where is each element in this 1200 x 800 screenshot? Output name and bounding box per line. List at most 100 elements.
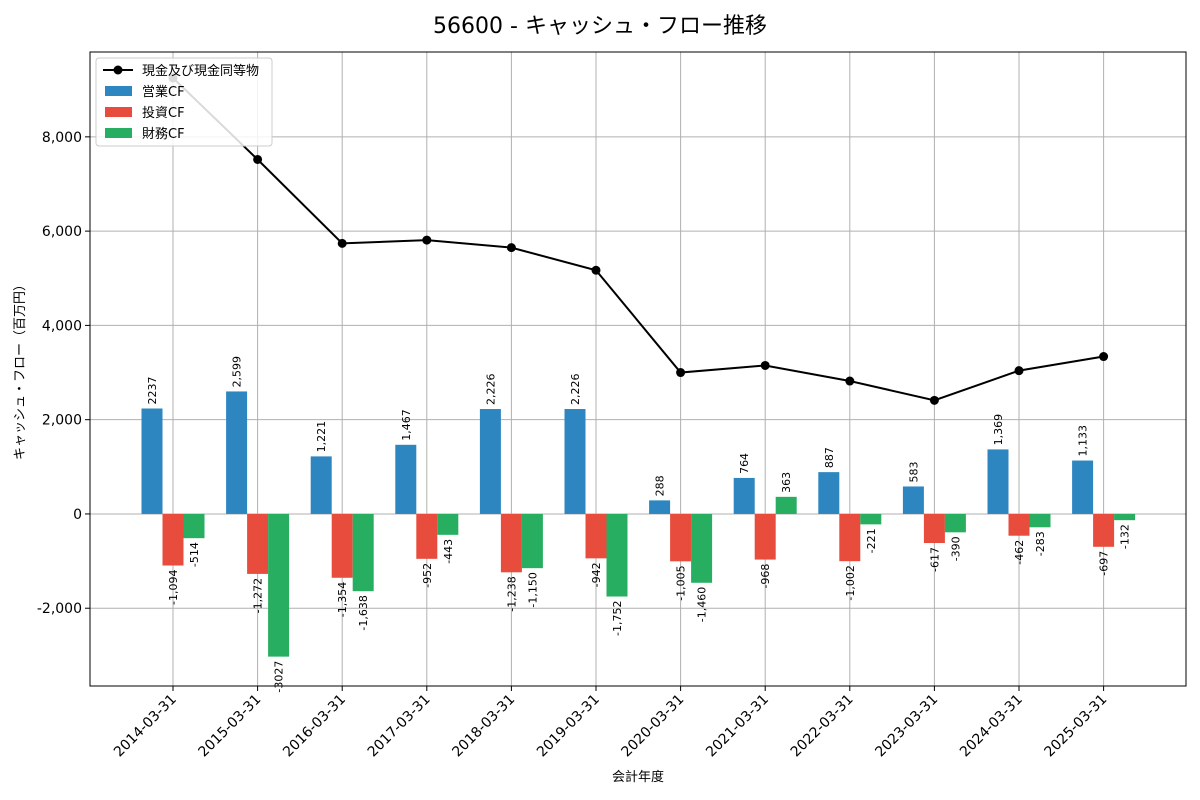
bar-value-label: 764	[738, 453, 751, 474]
bar	[141, 408, 163, 514]
bar-value-label: -1,005	[675, 565, 688, 600]
bar-value-label: 1,133	[1077, 425, 1090, 457]
data-labels-layer: 2237 2,599 1,221 1,467 2,226 2,226 288 764 887 58…	[146, 356, 1132, 693]
legend-box	[95, 57, 273, 147]
y-axis-label: キャッシュ・フロー（百万円）	[13, 278, 28, 460]
x-tick-label: 2019-03-31	[534, 692, 603, 761]
bar-value-label: -1,272	[252, 578, 265, 613]
bar-value-label: -221	[865, 528, 878, 553]
bar	[479, 409, 501, 514]
bar	[1093, 513, 1115, 547]
legend-label: 財務CF	[142, 127, 185, 142]
bar	[987, 449, 1009, 514]
bar	[437, 513, 459, 535]
bar	[839, 513, 861, 562]
bar-value-label: -1,460	[696, 587, 709, 622]
bar-value-label: 288	[654, 475, 667, 496]
bar	[521, 513, 543, 569]
bar	[860, 513, 882, 525]
x-tick-label: 2017-03-31	[365, 692, 434, 761]
bar-value-label: 887	[823, 447, 836, 468]
bar	[1072, 460, 1094, 514]
x-tick-label: 2014-03-31	[111, 692, 180, 761]
bar	[606, 513, 628, 597]
bar	[818, 472, 840, 514]
bar	[754, 513, 776, 560]
bar-value-label: 1,369	[992, 414, 1005, 446]
bar	[268, 513, 290, 657]
cash-line	[172, 77, 1104, 402]
cash-point	[845, 376, 855, 386]
bar-value-label: -942	[590, 562, 603, 587]
bar	[416, 513, 438, 559]
bar-value-label: -617	[928, 547, 941, 572]
bar-value-label: 363	[780, 472, 793, 493]
bar-value-label: -462	[1013, 540, 1026, 565]
x-tick-label: 2025-03-31	[1042, 692, 1111, 761]
bar-value-label: 1,467	[400, 409, 413, 441]
cash-point	[591, 265, 601, 275]
bar	[1008, 513, 1030, 536]
bar-value-label: 2,226	[569, 374, 582, 406]
y-tick-label: 6,000	[42, 224, 82, 240]
x-tick-label: 2016-03-31	[280, 692, 349, 761]
x-tick-label: 2020-03-31	[619, 692, 688, 761]
legend-swatch	[105, 107, 132, 117]
bar-value-label: -1,354	[336, 582, 349, 617]
x-axis-label: 会計年度	[612, 769, 664, 785]
bar-value-label: -283	[1034, 531, 1047, 556]
bar-value-label: 2,599	[231, 356, 244, 388]
legend-label: 営業CF	[142, 84, 185, 100]
bar	[395, 444, 417, 514]
bar-value-label: -390	[949, 536, 962, 561]
bar-value-label: -1,150	[526, 572, 539, 607]
bar-value-label: -514	[188, 542, 201, 567]
bar	[352, 513, 374, 592]
bar-value-label: -1,638	[357, 595, 370, 630]
y-tick-label: 8,000	[42, 130, 82, 146]
bar	[331, 513, 353, 578]
x-tick-label: 2023-03-31	[872, 692, 941, 761]
bar-value-label: -1,752	[611, 601, 624, 636]
bar-value-label: -443	[442, 539, 455, 564]
bar	[162, 513, 184, 566]
legend-label: 投資CF	[142, 105, 185, 121]
bar	[733, 477, 755, 514]
bars-layer	[141, 391, 1136, 657]
bar-value-label: 2237	[146, 377, 159, 405]
bar	[691, 513, 713, 583]
bar-value-label: 1,221	[315, 421, 328, 453]
x-tick-label: 2024-03-31	[957, 692, 1026, 761]
cash-point	[1099, 352, 1109, 362]
plot-frame	[89, 51, 1187, 687]
bar-value-label: -1,094	[167, 570, 180, 605]
bar-value-label: -1,238	[505, 576, 518, 611]
bar	[585, 513, 607, 559]
bar-value-label: -968	[759, 564, 772, 589]
y-tick-label: 0	[73, 507, 82, 523]
bar-value-label: -3027	[273, 661, 286, 693]
bar-value-label: -132	[1119, 524, 1132, 549]
x-tick-label: 2018-03-31	[449, 692, 518, 761]
cash-point	[929, 395, 939, 405]
cash-point	[506, 243, 516, 253]
bar	[670, 513, 692, 562]
bar	[923, 513, 945, 544]
cash-point	[760, 360, 770, 370]
bar	[226, 391, 248, 514]
y-tick-label: -2,000	[37, 601, 82, 617]
bar	[649, 500, 671, 514]
bar-value-label: -1,002	[844, 565, 857, 600]
legend-swatch	[105, 128, 132, 138]
bar	[1114, 513, 1136, 521]
bar	[1029, 513, 1051, 528]
cash-point	[337, 238, 347, 248]
bar	[500, 513, 522, 573]
cash-point	[1014, 366, 1024, 376]
bar-value-label: -697	[1098, 551, 1111, 576]
legend-swatch	[105, 86, 132, 96]
bar	[183, 513, 205, 539]
bar	[902, 486, 924, 514]
y-tick-label: 4,000	[42, 318, 82, 334]
